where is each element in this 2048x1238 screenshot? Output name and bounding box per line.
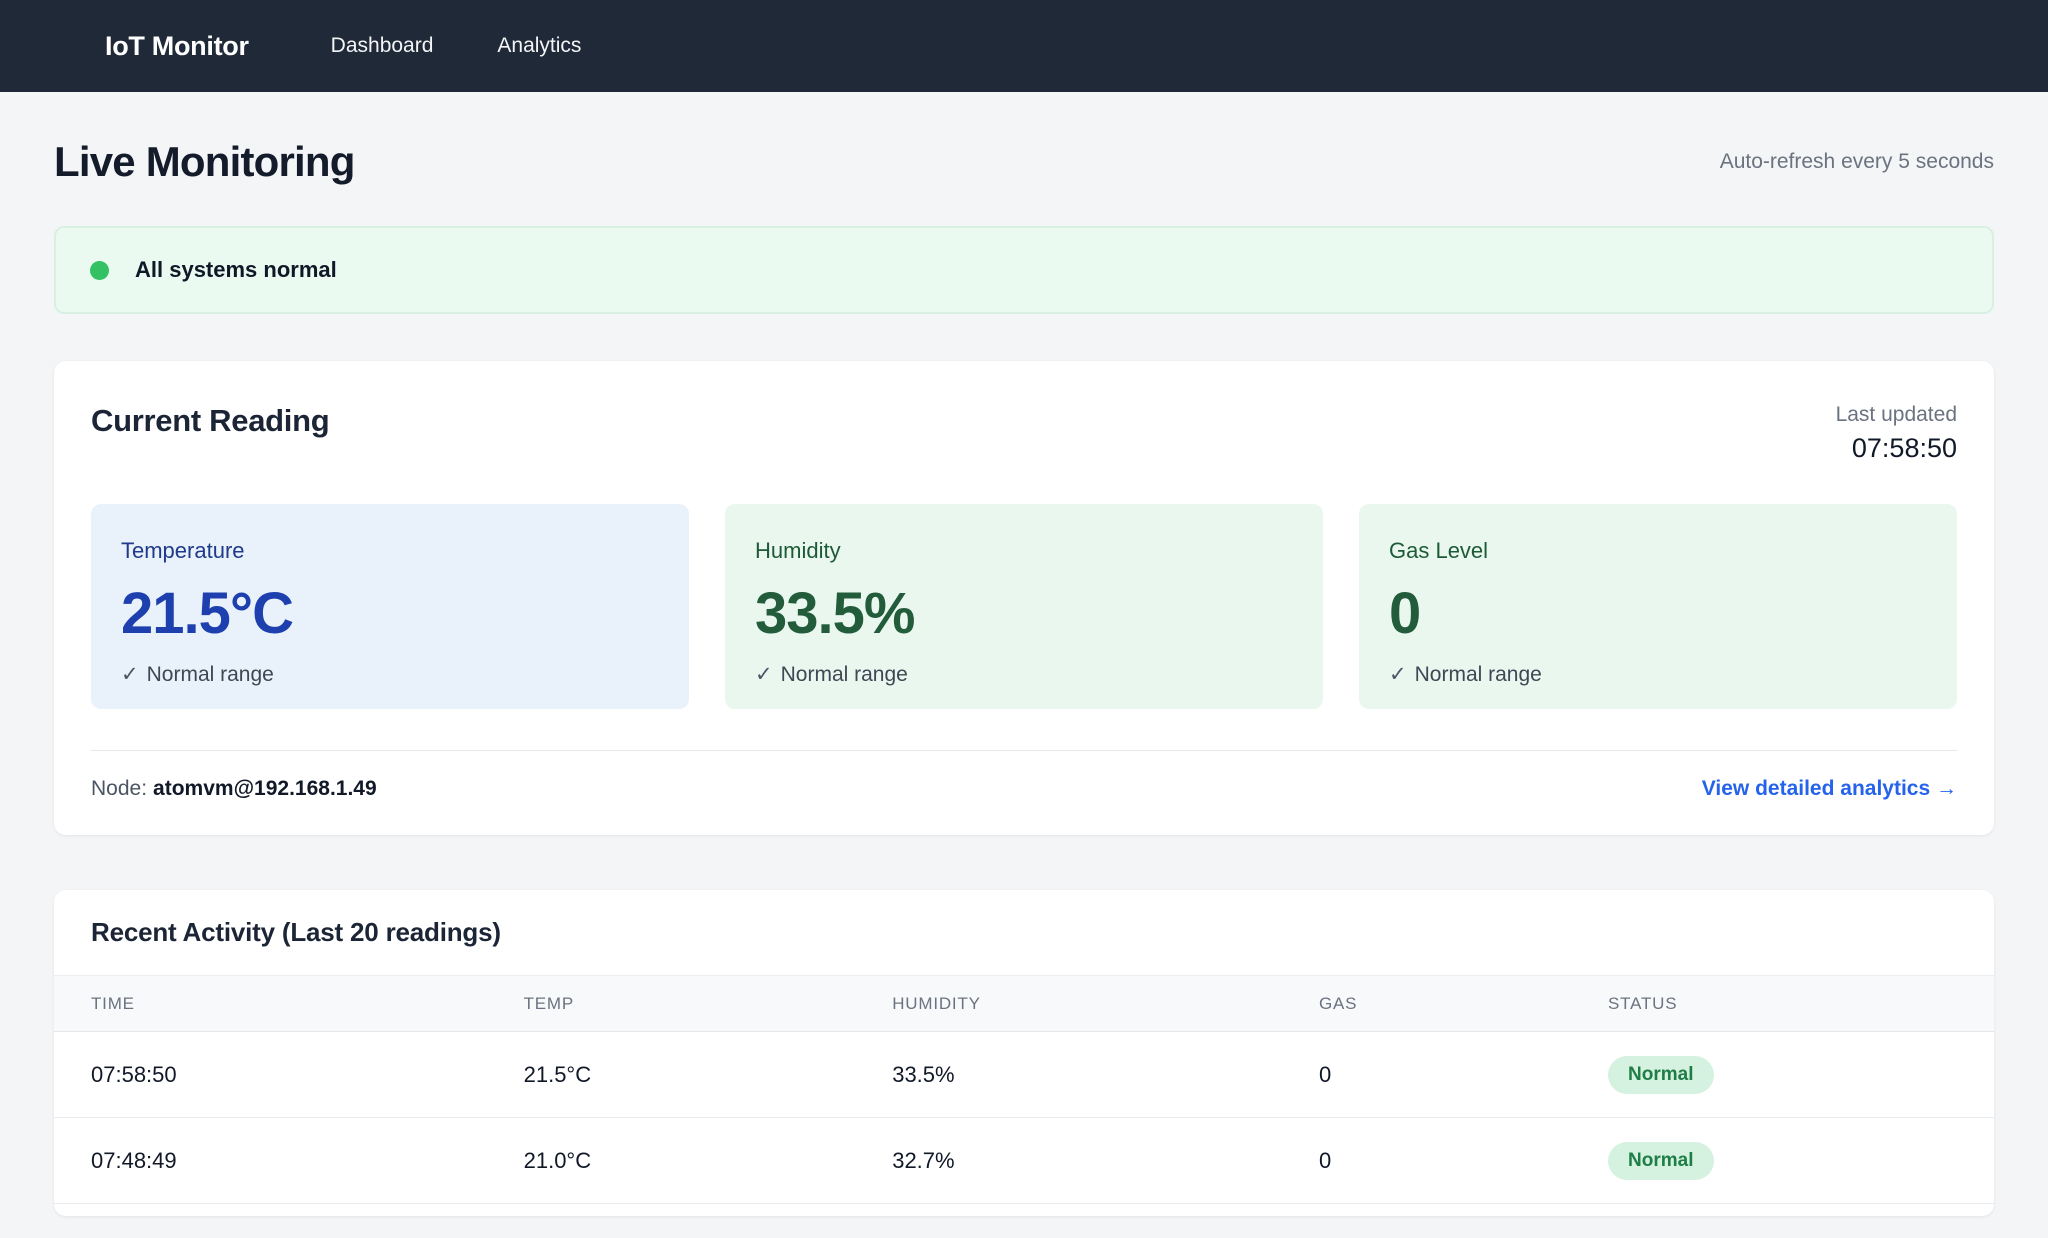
cell-status: Normal [1571,1117,1994,1204]
page-header: Live Monitoring Auto-refresh every 5 sec… [54,138,1994,186]
metric-card-humidity: Humidity 33.5% ✓ Normal range [725,504,1323,709]
status-dot-icon [90,260,109,280]
last-updated-block: Last updated 07:58:50 [1836,403,1957,464]
cell-status: Normal [1571,1031,1994,1118]
metric-card-gas-level: Gas Level 0 ✓ Normal range [1359,504,1957,709]
page-title: Live Monitoring [54,138,355,185]
nav-link-analytics[interactable]: Analytics [497,34,582,57]
metric-label: Temperature [121,538,245,563]
metric-value: 0 [1389,581,1421,646]
column-header-gas: Gas [1282,975,1572,1032]
metric-value: 33.5% [755,581,915,646]
table-row: 07:48:49 21.0°C 32.7% 0 Normal [54,1117,1994,1204]
check-icon: ✓ [121,663,139,686]
node-info: Node: atomvm@192.168.1.49 [91,777,377,801]
status-badge: Normal [1608,1055,1714,1094]
metric-label: Gas Level [1389,538,1489,563]
recent-activity-table: Time Temp Humidity Gas Status 07:58:50 2… [54,975,1994,1204]
nav-link-dashboard[interactable]: Dashboard [330,34,434,57]
node-row: Node: atomvm@192.168.1.49 View detailed a… [91,751,1957,835]
card-divider [91,750,1957,751]
current-reading-card: Current Reading Last updated 07:58:50 Te… [54,361,1994,835]
metric-range-note: ✓ Normal range [755,662,1293,687]
app-brand[interactable]: IoT Monitor [105,30,249,61]
navbar: IoT Monitor Dashboard Analytics [0,0,2048,92]
node-value: atomvm@192.168.1.49 [153,777,377,800]
cell-temp: 21.5°C [486,1031,856,1118]
auto-refresh-note: Auto-refresh every 5 seconds [1719,150,1994,173]
metric-cards-row: Temperature 21.5°C ✓ Normal range Humidit… [91,504,1957,709]
column-header-humidity: Humidity [855,975,1282,1032]
metric-value: 21.5°C [121,581,294,646]
status-badge: Normal [1608,1141,1714,1180]
table-header: Time Temp Humidity Gas Status [54,975,1994,1032]
cell-time: 07:48:49 [54,1117,487,1204]
metric-range-text: Normal range [146,663,274,686]
cell-gas: 0 [1282,1031,1572,1118]
table-row: 07:58:50 21.5°C 33.5% 0 Normal [54,1031,1994,1118]
metric-card-temperature: Temperature 21.5°C ✓ Normal range [91,504,689,709]
current-reading-title: Current Reading [91,403,330,438]
recent-activity-title: Recent Activity (Last 20 readings) [91,917,501,947]
check-icon: ✓ [755,663,773,686]
metric-range-note: ✓ Normal range [1389,662,1927,687]
cell-time: 07:58:50 [54,1031,487,1118]
status-banner-text: All systems normal [135,257,337,282]
cell-temp: 21.0°C [486,1117,856,1204]
last-updated-label: Last updated [1835,403,1957,426]
status-banner: All systems normal [54,226,1994,314]
cell-humidity: 32.7% [855,1117,1282,1204]
recent-activity-card: Recent Activity (Last 20 readings) Time … [54,890,1994,1216]
column-header-status: Status [1571,975,1994,1032]
last-updated-time: 07:58:50 [1851,433,1957,463]
column-header-temp: Temp [486,975,856,1032]
check-icon: ✓ [1389,663,1407,686]
metric-range-text: Normal range [1414,663,1542,686]
metric-range-text: Normal range [780,663,908,686]
view-analytics-link[interactable]: View detailed analytics → [1701,777,1957,800]
node-label: Node: [91,777,148,800]
column-header-time: Time [54,975,487,1032]
cell-humidity: 33.5% [855,1031,1282,1118]
cell-gas: 0 [1282,1117,1572,1204]
metric-range-note: ✓ Normal range [121,662,659,687]
main-content: Live Monitoring Auto-refresh every 5 sec… [0,138,2048,1216]
current-reading-header: Current Reading Last updated 07:58:50 [91,403,1957,464]
metric-label: Humidity [755,538,841,563]
